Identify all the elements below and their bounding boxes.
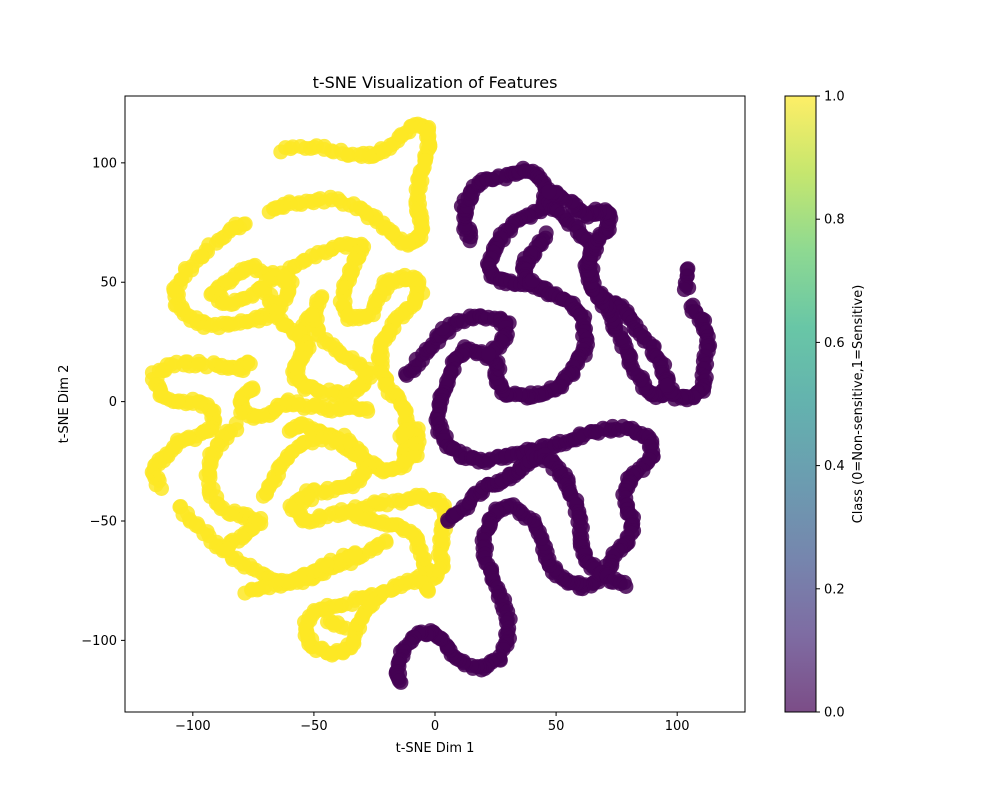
scatter-point-class-1 xyxy=(304,307,320,323)
scatter-point-class-0 xyxy=(481,346,497,362)
colorbar-ticks: 0.0 0.2 0.4 0.6 0.8 1.0 xyxy=(816,90,845,721)
scatter-point-class-1 xyxy=(338,620,353,636)
scatter-point-class-1 xyxy=(304,492,320,508)
colorbar-tick-label: 0.2 xyxy=(824,582,845,597)
scatter-point-class-1 xyxy=(378,534,394,550)
chart-title: t-SNE Visualization of Features xyxy=(313,73,558,92)
x-tick-label: 100 xyxy=(665,719,690,734)
scatter-point-class-0 xyxy=(434,321,450,336)
x-tick-label: 50 xyxy=(548,719,565,734)
scatter-point-class-1 xyxy=(242,356,258,372)
colorbar-tick-label: 1.0 xyxy=(824,90,845,105)
y-tick-label: −100 xyxy=(81,634,117,649)
colorbar-tick-label: 0.4 xyxy=(824,459,845,474)
x-tick-label: −50 xyxy=(300,719,327,734)
colorbar-tick-label: 0.0 xyxy=(824,706,845,721)
y-axis-label: t-SNE Dim 2 xyxy=(57,365,72,444)
scatter-point-class-1 xyxy=(154,481,169,496)
y-axis-ticks: −100 −50 0 50 100 xyxy=(81,156,125,649)
y-tick-label: −50 xyxy=(90,514,117,529)
scatter-point-class-1 xyxy=(344,505,360,521)
scatter-point-class-1 xyxy=(420,583,436,599)
scatter-point-class-0 xyxy=(541,184,557,200)
x-axis-label: t-SNE Dim 1 xyxy=(396,741,475,756)
scatter-point-class-0 xyxy=(618,579,634,594)
x-tick-label: 0 xyxy=(431,719,439,734)
scatter-point-class-1 xyxy=(261,204,277,220)
colorbar-label: Class (0=Non-sensitive,1=Sensitive) xyxy=(851,285,866,524)
x-axis-ticks: −100 −50 0 50 100 xyxy=(175,712,690,734)
x-tick-label: −100 xyxy=(175,719,211,734)
colorbar-tick-label: 0.8 xyxy=(824,213,845,228)
scatter-point-class-1 xyxy=(347,546,363,562)
colorbar-tick-label: 0.6 xyxy=(824,336,845,351)
scatter-point-class-0 xyxy=(676,282,692,298)
y-tick-label: 100 xyxy=(92,156,117,171)
scatter-point-class-1 xyxy=(360,403,376,419)
scatter-point-class-1 xyxy=(288,360,304,376)
colorbar-gradient xyxy=(785,96,816,712)
scatter-point-class-1 xyxy=(392,428,408,444)
colorbar-frame xyxy=(784,95,817,713)
scatter-point-class-0 xyxy=(659,377,675,393)
y-tick-label: 0 xyxy=(109,395,117,410)
y-tick-label: 50 xyxy=(100,276,117,291)
scatter-points xyxy=(144,116,718,690)
scatter-point-class-0 xyxy=(524,273,540,288)
scatter-point-class-0 xyxy=(391,673,407,689)
